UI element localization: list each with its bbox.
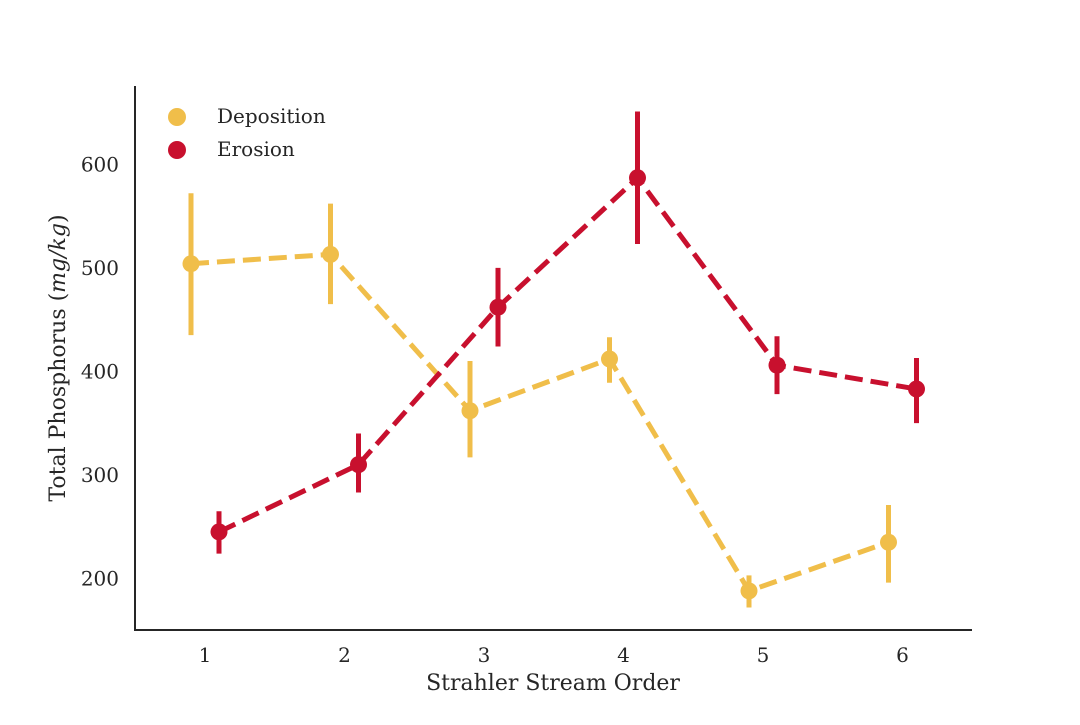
series-line-erosion <box>217 175 917 535</box>
data-point-erosion <box>350 456 367 474</box>
x-axis-label: Strahler Stream Order <box>426 671 680 696</box>
legend-label-deposition: Deposition <box>217 104 326 128</box>
y-tick-label: 500 <box>81 256 119 280</box>
data-point-deposition <box>740 582 758 600</box>
data-point-erosion <box>489 298 507 316</box>
legend-marker-deposition <box>168 108 186 126</box>
y-tick-label: 300 <box>81 463 119 487</box>
series-erosion <box>210 111 925 554</box>
series-line-deposition <box>190 251 890 594</box>
y-axis-label: Total Phosphorus (mg/kg) <box>46 214 71 501</box>
series-layer <box>182 111 925 608</box>
y-axis-label-text: Total Phosphorus ( <box>46 293 71 502</box>
data-point-deposition <box>322 245 339 263</box>
data-point-deposition <box>880 533 897 551</box>
x-tick-label: 1 <box>199 643 212 667</box>
axes-layer <box>134 86 972 631</box>
y-tick-label: 200 <box>81 567 119 591</box>
y-tick-label: 600 <box>81 152 119 176</box>
legend-label-erosion: Erosion <box>217 137 295 161</box>
x-tick-label: 4 <box>617 643 630 667</box>
y-axis-label-close: ) <box>46 214 71 223</box>
data-point-erosion <box>908 380 925 398</box>
data-point-deposition <box>601 350 618 368</box>
data-point-erosion <box>629 169 646 187</box>
x-tick-label: 2 <box>338 643 351 667</box>
series-deposition <box>182 193 897 608</box>
data-point-erosion <box>768 356 786 374</box>
y-ticks: 200 300 400 500 600 <box>81 152 119 590</box>
legend: Deposition Erosion <box>168 104 326 161</box>
x-tick-label: 5 <box>757 643 770 667</box>
y-tick-label: 400 <box>81 359 119 383</box>
x-tick-label: 6 <box>896 643 909 667</box>
x-tick-label: 3 <box>478 643 491 667</box>
y-axis-label-unit: mg/kg <box>46 223 71 293</box>
data-point-deposition <box>182 255 200 273</box>
legend-marker-erosion <box>168 141 186 159</box>
x-ticks: 1 2 3 4 5 6 <box>199 643 909 667</box>
data-point-erosion <box>210 523 228 541</box>
data-point-deposition <box>461 402 479 420</box>
